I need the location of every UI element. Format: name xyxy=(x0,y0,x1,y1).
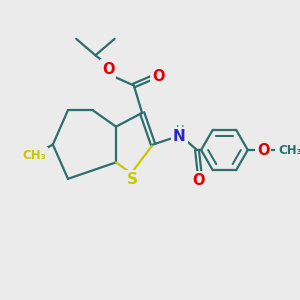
Text: N: N xyxy=(173,129,185,144)
Text: CH₃: CH₃ xyxy=(279,143,300,157)
Text: O: O xyxy=(152,69,164,84)
Text: H: H xyxy=(176,125,184,135)
Text: O: O xyxy=(102,61,114,76)
Text: CH₃: CH₃ xyxy=(22,149,46,162)
Text: O: O xyxy=(257,142,269,158)
Text: S: S xyxy=(127,172,138,187)
Text: O: O xyxy=(192,173,205,188)
